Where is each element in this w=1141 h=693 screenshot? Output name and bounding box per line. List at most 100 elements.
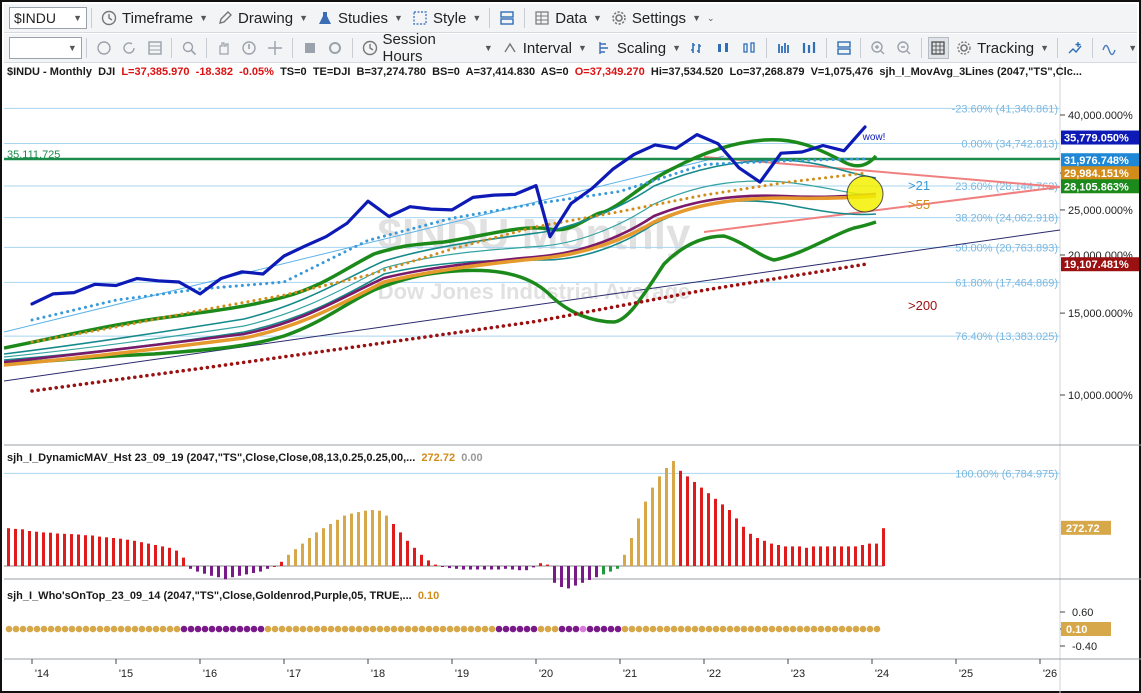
tracking-menu[interactable]: Tracking ▼ bbox=[951, 34, 1053, 62]
overflow-icon[interactable]: ⌄ bbox=[706, 12, 715, 23]
link-icon[interactable] bbox=[93, 37, 115, 59]
zoom-in-icon[interactable] bbox=[867, 37, 889, 59]
header-symbol: $INDU - Monthly bbox=[7, 66, 92, 78]
hollow-candle-icon[interactable] bbox=[738, 37, 760, 59]
histogram-bar bbox=[721, 504, 724, 566]
whos-on-top-dot bbox=[453, 625, 461, 633]
session-hours-menu[interactable]: Session Hours ▼ bbox=[357, 31, 497, 65]
zoom-out-icon[interactable] bbox=[893, 37, 915, 59]
histogram-bar bbox=[413, 547, 416, 566]
chevron-down-icon: ▼ bbox=[394, 13, 403, 23]
add-study-icon[interactable] bbox=[1064, 37, 1086, 59]
whos-on-top-dot bbox=[467, 625, 475, 633]
whos-on-top-dot bbox=[425, 625, 433, 633]
scaling-icon bbox=[595, 39, 613, 57]
histogram-bar bbox=[497, 566, 500, 570]
whos-on-top-dot bbox=[19, 625, 27, 633]
chevron-down-icon[interactable]: ▼ bbox=[1128, 43, 1138, 53]
candlestick-icon[interactable] bbox=[713, 37, 735, 59]
whos-on-top-dot bbox=[187, 625, 195, 633]
whos-on-top-dot bbox=[873, 625, 881, 633]
symbol-input[interactable]: $INDU ▼ bbox=[9, 7, 87, 29]
format-icon[interactable] bbox=[299, 37, 321, 59]
histogram-bar bbox=[126, 539, 129, 566]
histogram-bar bbox=[322, 528, 325, 566]
histogram-bar bbox=[49, 532, 52, 566]
time-tick-label: '15 bbox=[119, 668, 133, 680]
drawing-menu[interactable]: Drawing ▼ bbox=[212, 4, 312, 32]
header-volume: V=1,075,476 bbox=[810, 66, 874, 78]
histogram-bar bbox=[455, 566, 458, 569]
divider bbox=[524, 8, 526, 28]
header-high: Hi=37,534.520 bbox=[650, 66, 724, 78]
fib-label: 0.00% (34,742.813) bbox=[961, 138, 1058, 150]
bar-chart-icon[interactable] bbox=[687, 37, 709, 59]
crosshair-icon[interactable] bbox=[264, 37, 286, 59]
panel-frames bbox=[4, 64, 1141, 693]
range-bars-icon[interactable] bbox=[798, 37, 820, 59]
interval-label: Interval bbox=[522, 39, 572, 57]
grid-icon[interactable] bbox=[144, 37, 166, 59]
whos-on-top-dot bbox=[614, 625, 622, 633]
histogram-bar bbox=[63, 533, 66, 566]
scaling-menu[interactable]: Scaling ▼ bbox=[591, 34, 685, 62]
indicator-icon[interactable] bbox=[1099, 37, 1121, 59]
whos-on-top-dot bbox=[523, 625, 531, 633]
chevron-down-icon: ▼ bbox=[199, 13, 209, 23]
whos-on-top-dot bbox=[229, 625, 237, 633]
divider bbox=[351, 38, 353, 58]
histogram-bar bbox=[28, 531, 31, 566]
histogram-bar bbox=[763, 540, 766, 566]
panes-icon[interactable] bbox=[833, 37, 855, 59]
volume-bars-icon[interactable] bbox=[773, 37, 795, 59]
whos-on-top-dot bbox=[369, 625, 377, 633]
whos-on-top-dot bbox=[628, 625, 636, 633]
upper-trendline bbox=[4, 155, 725, 333]
symbol-dropdown-icon[interactable]: ▼ bbox=[73, 13, 82, 23]
histogram-bar bbox=[224, 566, 227, 580]
ma-label: >200 bbox=[908, 298, 937, 313]
whos-on-top-dot bbox=[817, 625, 825, 633]
header-low: Lo=37,268.879 bbox=[729, 66, 805, 78]
whos-on-top-dot bbox=[677, 625, 685, 633]
fib-label: 61.80% (17,464.869) bbox=[955, 277, 1058, 289]
band-outer-lower bbox=[4, 220, 877, 366]
histogram-bar bbox=[665, 468, 668, 566]
whos-on-top-dot bbox=[411, 625, 419, 633]
price-tick-label: 40,000.000% bbox=[1068, 110, 1133, 122]
chart-area[interactable]: $INDU Monthly Dow Jones Industrial Avera… bbox=[4, 64, 1141, 693]
price-chart-svg: $INDU Monthly Dow Jones Industrial Avera… bbox=[4, 64, 1141, 693]
studies-menu[interactable]: Studies ▼ bbox=[312, 4, 407, 32]
alert-icon[interactable] bbox=[239, 37, 261, 59]
histogram-bar bbox=[434, 564, 437, 566]
data-window-icon[interactable] bbox=[927, 37, 950, 59]
panel2-value1: 272.72 bbox=[421, 452, 456, 464]
histogram-bar bbox=[14, 528, 17, 566]
properties-icon[interactable] bbox=[324, 37, 346, 59]
histogram-bar bbox=[448, 566, 451, 569]
whos-on-top-dot bbox=[26, 625, 34, 633]
histogram-bar bbox=[385, 515, 388, 566]
histogram-bar bbox=[777, 545, 780, 566]
whos-on-top-dot bbox=[740, 625, 748, 633]
whos-on-top-dot bbox=[565, 625, 573, 633]
fib-label: -23.60% (41,340.861) bbox=[952, 103, 1058, 115]
layout-icon[interactable] bbox=[496, 7, 518, 29]
timeframe-menu[interactable]: Timeframe ▼ bbox=[96, 4, 212, 32]
whos-on-top-dot bbox=[54, 625, 62, 633]
whos-on-top-dot bbox=[257, 625, 265, 633]
hand-icon[interactable] bbox=[213, 37, 235, 59]
whos-on-top-dot bbox=[341, 625, 349, 633]
refresh-icon[interactable] bbox=[118, 37, 140, 59]
whos-on-top-dot bbox=[250, 625, 258, 633]
magnifier-icon[interactable] bbox=[178, 37, 200, 59]
interval-menu[interactable]: Interval ▼ bbox=[497, 34, 591, 62]
style-menu[interactable]: Style ▼ bbox=[407, 4, 485, 32]
clock-icon bbox=[100, 9, 118, 27]
workspace-select[interactable]: ▼ bbox=[9, 37, 82, 59]
whos-on-top-dot bbox=[635, 625, 643, 633]
settings-menu[interactable]: Settings ▼ ⌄ bbox=[606, 4, 719, 32]
time-tick-label: '17 bbox=[287, 668, 301, 680]
whos-on-top-dot bbox=[663, 625, 671, 633]
data-menu[interactable]: Data ▼ bbox=[529, 4, 606, 32]
